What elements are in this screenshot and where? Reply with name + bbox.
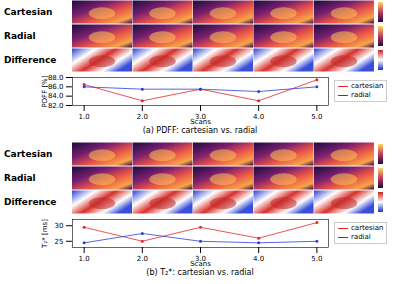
- svg-text:T₂* [ms]: T₂* [ms]: [41, 219, 49, 249]
- svg-text:Scans: Scans: [190, 260, 211, 268]
- html-text:Radial: Radial: [4, 173, 36, 183]
- html-text:Cartesian: Cartesian: [4, 149, 53, 159]
- html-text:Difference: Difference: [4, 197, 57, 207]
- svg-text:4.0: 4.0: [253, 255, 264, 263]
- svg-text:82.0: 82.0: [48, 102, 64, 110]
- svg-text:Scans: Scans: [190, 118, 211, 126]
- svg-text:2.0: 2.0: [137, 113, 148, 121]
- html-text:Cartesian: Cartesian: [4, 7, 53, 17]
- svg-text:2.0: 2.0: [137, 255, 148, 263]
- svg-text:5.0: 5.0: [311, 113, 322, 121]
- svg-text:84.0: 84.0: [48, 92, 64, 100]
- svg-text:86.0: 86.0: [48, 83, 64, 91]
- svg-text:30: 30: [55, 222, 64, 230]
- svg-text:25: 25: [55, 238, 64, 246]
- svg-text:5.0: 5.0: [311, 255, 322, 263]
- html-text:radial: radial: [351, 233, 371, 241]
- html-text:(a) PDFF: cartesian vs. radial: (a) PDFF: cartesian vs. radial: [142, 126, 258, 135]
- svg-text:PDFF [%]: PDFF [%]: [41, 75, 49, 107]
- svg-text:1.0: 1.0: [79, 113, 90, 121]
- html-text:Difference: Difference: [4, 55, 57, 65]
- html-text:cartesian: cartesian: [351, 224, 384, 232]
- svg-text:1.0: 1.0: [79, 255, 90, 263]
- html-text:cartesian: cartesian: [351, 82, 384, 90]
- html-text:(b) T₂*: cartesian vs. radial: (b) T₂*: cartesian vs. radial: [146, 268, 254, 277]
- svg-text:4.0: 4.0: [253, 113, 264, 121]
- html-text:radial: radial: [351, 91, 371, 99]
- html-text:Radial: Radial: [4, 31, 36, 41]
- svg-text:88.0: 88.0: [48, 74, 64, 82]
